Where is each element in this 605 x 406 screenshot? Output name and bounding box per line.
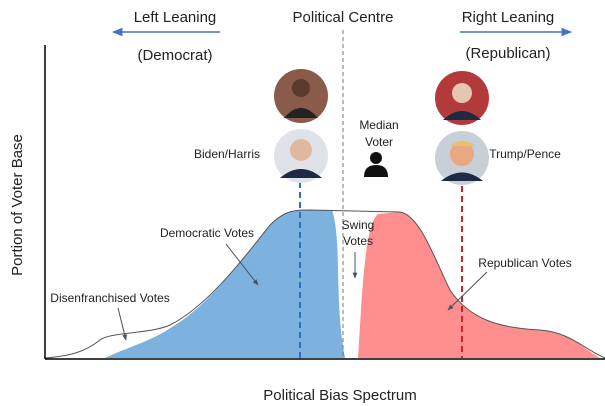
swing-label: Swing bbox=[342, 218, 375, 232]
annotation-arrow bbox=[225, 243, 259, 286]
candidate-label: Trump/Pence bbox=[489, 147, 561, 161]
photo bbox=[435, 71, 489, 125]
annotation-arrow bbox=[447, 271, 488, 311]
voter-icon bbox=[364, 152, 388, 177]
photo bbox=[274, 129, 328, 183]
x-axis-label: Political Bias Spectrum bbox=[263, 387, 416, 404]
candidate-label: Biden/Harris bbox=[194, 147, 260, 161]
median-label: Voter bbox=[365, 135, 393, 149]
distribution-curve bbox=[44, 209, 605, 359]
swing-label: Votes bbox=[343, 234, 373, 248]
democratic-label: Democratic Votes bbox=[160, 226, 254, 240]
photo bbox=[435, 131, 489, 185]
republican-area bbox=[358, 212, 600, 358]
disenfranchised-label: Disenfranchised Votes bbox=[50, 291, 169, 305]
right-label: Right Leaning bbox=[462, 9, 555, 26]
democratic-area bbox=[105, 210, 345, 358]
democrat-label: (Democrat) bbox=[137, 47, 212, 64]
republican-label: (Republican) bbox=[465, 45, 550, 62]
median-label: Median bbox=[359, 118, 398, 132]
annotation-arrow bbox=[117, 307, 128, 341]
photo bbox=[274, 69, 328, 123]
left-label: Left Leaning bbox=[134, 9, 217, 26]
republican-label: Republican Votes bbox=[478, 256, 571, 270]
y-axis-label: Portion of Voter Base bbox=[9, 134, 26, 276]
centre-label: Political Centre bbox=[293, 9, 394, 26]
